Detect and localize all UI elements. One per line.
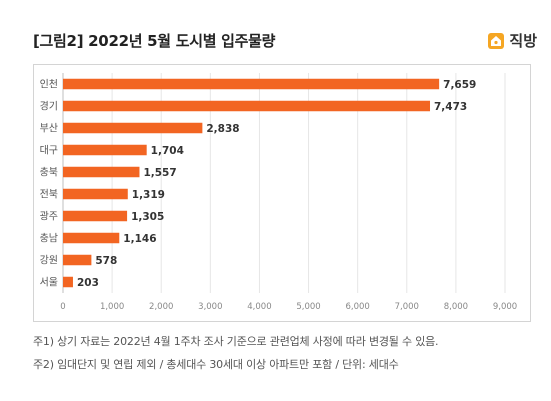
bar xyxy=(63,210,128,222)
bar xyxy=(63,78,440,90)
x-tick-label: 9,000 xyxy=(493,302,517,312)
category-label: 충북 xyxy=(40,167,58,179)
footnote-1: 주1) 상기 자료는 2022년 4월 1주차 조사 기준으로 관련업체 사정에… xyxy=(33,335,439,348)
chart-area: 0 1,000 2,000 3,000 4,000 5,000 6,000 7,000 8,00… xyxy=(33,64,531,322)
bar xyxy=(63,232,120,244)
x-tick-label: 2,000 xyxy=(149,302,173,312)
data-label: 578 xyxy=(95,255,117,267)
x-tick-label: 1,000 xyxy=(100,302,124,312)
footnote-2: 주2) 임대단지 및 연립 제외 / 총세대수 30세대 이상 아파트만 포함 … xyxy=(33,358,399,371)
x-tick-label: 7,000 xyxy=(395,302,419,312)
category-label: 부산 xyxy=(40,123,58,135)
data-label: 1,146 xyxy=(123,233,156,245)
chart-title: [그림2] 2022년 5월 도시별 입주물량 xyxy=(33,32,276,50)
category-label: 대구 xyxy=(40,145,58,157)
data-label: 1,557 xyxy=(143,167,176,179)
bar xyxy=(63,122,203,134)
category-label: 광주 xyxy=(40,211,58,223)
bar xyxy=(63,166,140,178)
data-label: 203 xyxy=(77,277,99,289)
data-label: 1,704 xyxy=(151,145,184,157)
bar xyxy=(63,100,431,112)
data-label: 7,473 xyxy=(434,101,467,113)
house-icon xyxy=(488,32,505,49)
category-label: 전북 xyxy=(40,189,58,201)
bar xyxy=(63,254,92,266)
x-tick-label: 5,000 xyxy=(296,302,320,312)
x-tick-label: 8,000 xyxy=(444,302,468,312)
x-tick-label: 0 xyxy=(60,302,65,312)
brand-logo: 직방 xyxy=(487,30,537,51)
category-label: 서울 xyxy=(40,277,58,289)
category-label: 경기 xyxy=(40,100,58,113)
bar xyxy=(63,276,73,288)
category-label: 충남 xyxy=(40,233,58,245)
data-label: 1,319 xyxy=(132,189,165,201)
x-tick-label: 4,000 xyxy=(247,302,271,312)
bar-chart: 0 1,000 2,000 3,000 4,000 5,000 6,000 7,000 8,00… xyxy=(40,73,517,312)
data-label: 2,838 xyxy=(206,123,239,135)
bar xyxy=(63,188,128,200)
data-label: 7,659 xyxy=(443,79,476,91)
category-label: 인천 xyxy=(40,79,58,91)
bar xyxy=(63,144,147,156)
category-label: 강원 xyxy=(40,255,58,267)
brand-name: 직방 xyxy=(509,32,537,50)
data-label: 1,305 xyxy=(131,211,164,223)
x-tick-label: 6,000 xyxy=(345,302,369,312)
x-tick-label: 3,000 xyxy=(198,302,222,312)
